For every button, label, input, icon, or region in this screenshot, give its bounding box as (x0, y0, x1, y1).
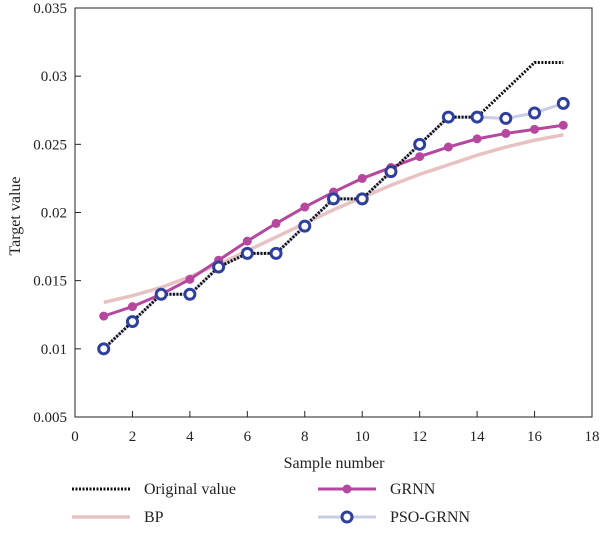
plot-frame (74, 7, 593, 418)
data-point-grnn (185, 274, 195, 284)
data-point-grnn (472, 134, 482, 144)
data-point-pso-grnn (441, 110, 455, 124)
legend-label-original-value: Original value (144, 481, 236, 498)
y-tick-label: 0.02 (41, 206, 67, 222)
data-point-grnn (99, 311, 109, 321)
y-tick-label: 0.005 (33, 410, 67, 426)
data-point-grnn (300, 202, 310, 212)
x-tick-label: 12 (412, 429, 427, 445)
data-point-pso-grnn (327, 192, 340, 206)
data-point-pso-grnn (355, 192, 369, 206)
axis-ticks: 0 2 4 6 8 10 12 14 16 18 0.005 0.01 0.015 0.02 0.025 0.… (33, 1, 599, 445)
data-point-grnn (271, 218, 281, 228)
x-tick-label: 0 (71, 429, 79, 445)
data-point-grnn (127, 302, 137, 312)
x-tick-label: 10 (355, 429, 370, 445)
x-tick-label: 16 (527, 429, 543, 445)
legend-marker-pso-grnn (340, 510, 354, 524)
data-point-pso-grnn (212, 260, 226, 274)
y-axis-label: Target value (7, 177, 24, 256)
data-point-pso-grnn (384, 165, 398, 179)
data-point-pso-grnn (125, 315, 139, 329)
data-point-grnn (242, 236, 252, 246)
data-point-pso-grnn (183, 287, 197, 301)
x-tick-label: 6 (244, 429, 252, 445)
data-point-pso-grnn (240, 246, 254, 260)
legend-label-grnn: GRNN (390, 481, 436, 498)
x-axis-label: Sample number (284, 455, 386, 472)
y-tick-label: 0.015 (33, 274, 67, 290)
legend-label-bp: BP (144, 509, 164, 526)
series-line-original-value (102, 61, 564, 350)
data-point-grnn (501, 128, 511, 138)
plot-lines (97, 61, 570, 356)
data-point-pso-grnn (556, 96, 570, 110)
legend-label-pso-grnn: PSO-GRNN (390, 509, 470, 526)
data-point-grnn (443, 142, 453, 152)
data-point-grnn (357, 173, 367, 183)
data-point-pso-grnn (528, 106, 542, 120)
data-point-pso-grnn (413, 137, 427, 151)
data-point-pso-grnn (470, 110, 484, 124)
series-line-pso-grnn (102, 102, 564, 350)
x-tick-label: 8 (301, 429, 309, 445)
data-point-pso-grnn (499, 111, 513, 125)
y-tick-label: 0.035 (33, 1, 67, 17)
x-tick-label: 14 (470, 429, 486, 445)
y-tick-label: 0.01 (41, 342, 67, 358)
x-tick-label: 18 (585, 429, 600, 445)
data-point-pso-grnn (269, 246, 283, 260)
series-line-grnn (103, 123, 564, 318)
data-point-grnn (558, 120, 568, 130)
data-point-grnn (415, 152, 425, 162)
x-tick-label: 4 (186, 429, 194, 445)
series-line-bp (103, 133, 564, 305)
legend-marker-grnn (342, 484, 352, 494)
y-tick-label: 0.03 (41, 69, 67, 85)
data-point-pso-grnn (154, 287, 168, 301)
data-point-grnn (530, 124, 540, 134)
data-point-pso-grnn (97, 342, 111, 356)
data-point-pso-grnn (298, 219, 312, 233)
y-tick-label: 0.025 (33, 137, 67, 153)
legend: Original value GRNN BP PSO-GRNN (72, 481, 470, 526)
x-tick-label: 2 (129, 429, 137, 445)
